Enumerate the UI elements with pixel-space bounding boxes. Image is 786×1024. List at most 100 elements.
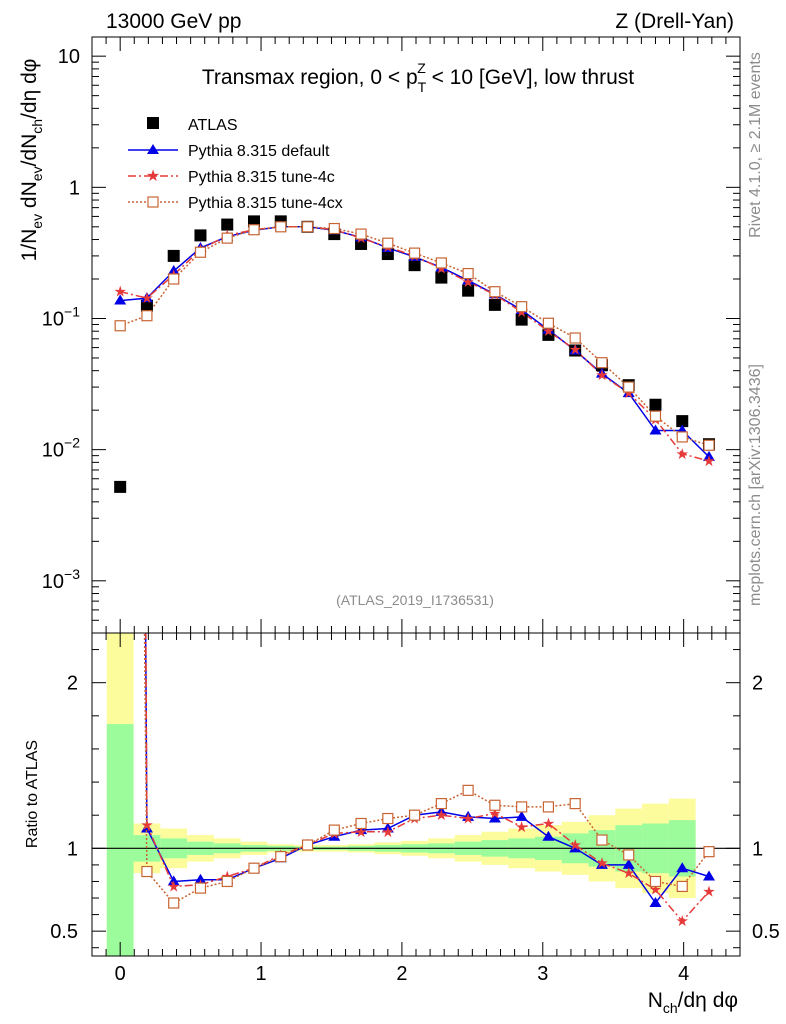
xlabel-a-sub: ch bbox=[663, 1000, 678, 1016]
tune4c-data-point: ★ bbox=[113, 284, 126, 301]
ratio-plot-content: ★★★★★★★★★★★★★★★★★★★★★★ bbox=[92, 633, 740, 956]
tune4c-data-point: ★ bbox=[595, 367, 608, 384]
atlas-data-point bbox=[649, 398, 662, 411]
ratio-x-tick-label: 1 bbox=[255, 963, 266, 985]
ratio-tune4cx-point bbox=[275, 851, 287, 863]
ylabel-a-sub: ev bbox=[29, 214, 45, 229]
ratio-tune4c-point: ★ bbox=[140, 817, 153, 834]
ratio-tune4cx-point bbox=[194, 882, 207, 894]
ratio-tune4cx-point bbox=[408, 809, 421, 821]
default-data-point bbox=[595, 367, 608, 378]
ratio-tune4cx-point bbox=[542, 801, 555, 813]
plot-title-pre: Transmax region, 0 < p bbox=[202, 66, 418, 89]
main-y-tick-label: 10−1 bbox=[42, 303, 80, 330]
tune4cx-data-point bbox=[248, 224, 260, 236]
ratio-axis-ticks: 0 1 2 3 4 0.5 0.5 1 1 2 2 bbox=[50, 633, 780, 985]
ratio-series-group: ★★★★★★★★★★★★★★★★★★★★★★ bbox=[140, 633, 716, 930]
ratio-default-point bbox=[676, 862, 689, 873]
ratio-default-point bbox=[649, 896, 662, 907]
ratio-tune4c-point: ★ bbox=[702, 883, 715, 900]
ratio-default-point bbox=[328, 830, 341, 841]
ratio-x-tick-label: 2 bbox=[396, 963, 407, 985]
ratio-tune4cx-point bbox=[382, 812, 394, 825]
xlabel-b: /dη dφ bbox=[678, 989, 738, 1012]
ratio-tune4c-point: ★ bbox=[676, 913, 689, 930]
analysis-watermark: (ATLAS_2019_I1736531) bbox=[336, 592, 494, 608]
mcplots-reference-label: mcplots.cern.ch [arXiv:1306.3436] bbox=[747, 364, 764, 606]
tick-base: 10 bbox=[42, 308, 64, 330]
ratio-default-point bbox=[435, 805, 448, 816]
default-data-point bbox=[140, 292, 153, 303]
ratio-y-tick-label-right: 1 bbox=[752, 838, 763, 860]
atlas-data-point bbox=[676, 415, 689, 428]
tick-base: 10 bbox=[42, 440, 64, 462]
ratio-default-point bbox=[569, 842, 582, 853]
plot-title-sub: T bbox=[418, 79, 427, 95]
atlas-data-point bbox=[515, 313, 528, 326]
ratio-tune4cx-point bbox=[248, 862, 260, 874]
ratio-default-point bbox=[622, 858, 635, 869]
tune4cx-data-point bbox=[569, 332, 581, 344]
ylabel-c: /dN bbox=[18, 134, 41, 167]
legend-tune4c-marker: ★ bbox=[146, 168, 160, 185]
ratio-tune4c-point: ★ bbox=[622, 865, 635, 882]
main-y-tick-label: 10−2 bbox=[42, 435, 80, 462]
ratio-tune4cx-point bbox=[328, 824, 340, 836]
tune4cx-data-point bbox=[221, 232, 233, 244]
tune4cx-data-point bbox=[435, 257, 447, 269]
ratio-tune4cx-point bbox=[141, 865, 153, 878]
tune4cx-data-point bbox=[275, 221, 287, 233]
tune4cx-data-point bbox=[462, 267, 474, 280]
default-data-point bbox=[649, 424, 662, 435]
ratio-tune4cx-point bbox=[462, 784, 474, 796]
legend-default-label: Pythia 8.315 default bbox=[188, 143, 330, 160]
tune4cx-data-point bbox=[114, 320, 126, 332]
header-process-label: Z (Drell-Yan) bbox=[615, 10, 734, 33]
legend-tune4cx-marker bbox=[147, 196, 159, 208]
ratio-series-line bbox=[144, 633, 710, 905]
tune4c-data-point: ★ bbox=[140, 290, 153, 307]
tick-exponent: −3 bbox=[64, 566, 80, 582]
ratio-green-band bbox=[106, 724, 134, 956]
ratio-tune4cx-point bbox=[703, 846, 715, 858]
tune4c-data-point: ★ bbox=[676, 446, 689, 463]
ratio-tune4cx-point bbox=[649, 875, 662, 888]
tune4cx-data-point bbox=[623, 381, 635, 393]
atlas-data-point bbox=[167, 249, 180, 262]
ratio-y-axis-label: Ratio to ATLAS bbox=[24, 740, 41, 848]
ratio-y-tick-label: 2 bbox=[67, 673, 78, 695]
tune4cx-data-point bbox=[382, 237, 394, 249]
atlas-data-point bbox=[140, 299, 153, 312]
main-axis-ticks: 10 −3 10−2 10−1 1 10 bbox=[42, 37, 741, 634]
ratio-default-point bbox=[488, 812, 501, 823]
ratio-default-point bbox=[542, 830, 555, 841]
rivet-version-label: Rivet 4.1.0, ≥ 2.1M events bbox=[747, 52, 764, 238]
tune4cx-data-point bbox=[168, 273, 180, 285]
default-data-point bbox=[167, 265, 180, 276]
xlabel-a: N bbox=[648, 989, 663, 1012]
tune4cx-data-point bbox=[676, 431, 688, 443]
ylabel-a: 1/N bbox=[18, 229, 41, 262]
default-data-point bbox=[569, 344, 582, 355]
default-data-point bbox=[462, 274, 475, 285]
ratio-default-point bbox=[167, 875, 180, 886]
ratio-y-tick-label: 0.5 bbox=[50, 921, 78, 943]
ratio-plot-frame bbox=[91, 632, 741, 957]
tune4cx-data-point bbox=[194, 246, 207, 258]
ratio-default-point bbox=[595, 858, 608, 869]
ratio-default-point bbox=[703, 870, 716, 881]
legend-tune4cx-label: Pythia 8.315 tune-4cx bbox=[188, 195, 343, 212]
atlas-data-point bbox=[488, 298, 501, 311]
main-panel: ★★★★★★★★★★★★★★★★★★★★★★★ 10−310−210−1110 … bbox=[18, 36, 741, 634]
tune4cx-data-point bbox=[649, 410, 662, 422]
ratio-tune4c-point: ★ bbox=[167, 878, 180, 895]
legend-atlas-label: ATLAS bbox=[188, 117, 238, 134]
ratio-tune4cx-point bbox=[301, 839, 314, 851]
tick-base: 1 bbox=[69, 177, 80, 199]
legend: ATLAS Pythia 8.315 default ★ Pythia 8.31… bbox=[128, 117, 343, 212]
ylabel-d: /dη dφ bbox=[18, 59, 41, 119]
ratio-tune4cx-point bbox=[516, 801, 528, 813]
main-y-tick-label: 1 bbox=[69, 177, 80, 199]
